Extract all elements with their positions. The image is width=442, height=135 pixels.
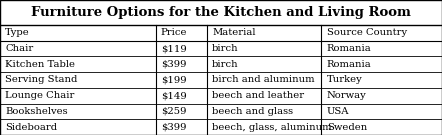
Text: Bookshelves: Bookshelves	[5, 107, 68, 116]
Text: Serving Stand: Serving Stand	[5, 75, 78, 85]
Text: Turkey: Turkey	[327, 75, 362, 85]
Text: $199: $199	[161, 75, 187, 85]
Text: beech and leather: beech and leather	[212, 91, 304, 100]
Text: Kitchen Table: Kitchen Table	[5, 60, 75, 69]
Text: $149: $149	[161, 91, 187, 100]
Text: $119: $119	[161, 44, 187, 53]
Text: birch: birch	[212, 60, 239, 69]
Text: Romania: Romania	[327, 60, 371, 69]
Text: Type: Type	[5, 28, 30, 37]
Text: Material: Material	[212, 28, 255, 37]
Text: Source Country: Source Country	[327, 28, 407, 37]
Text: Price: Price	[161, 28, 187, 37]
Text: Furniture Options for the Kitchen and Living Room: Furniture Options for the Kitchen and Li…	[31, 6, 411, 19]
Text: USA: USA	[327, 107, 349, 116]
Text: Norway: Norway	[327, 91, 366, 100]
Text: Romania: Romania	[327, 44, 371, 53]
Text: birch: birch	[212, 44, 239, 53]
Text: Sweden: Sweden	[327, 123, 367, 132]
Text: $399: $399	[161, 123, 187, 132]
Text: Chair: Chair	[5, 44, 34, 53]
Text: Sideboard: Sideboard	[5, 123, 57, 132]
Text: $399: $399	[161, 60, 187, 69]
Text: Lounge Chair: Lounge Chair	[5, 91, 75, 100]
Text: beech, glass, aluminum: beech, glass, aluminum	[212, 123, 332, 132]
Text: beech and glass: beech and glass	[212, 107, 293, 116]
Text: birch and aluminum: birch and aluminum	[212, 75, 315, 85]
Text: $259: $259	[161, 107, 187, 116]
